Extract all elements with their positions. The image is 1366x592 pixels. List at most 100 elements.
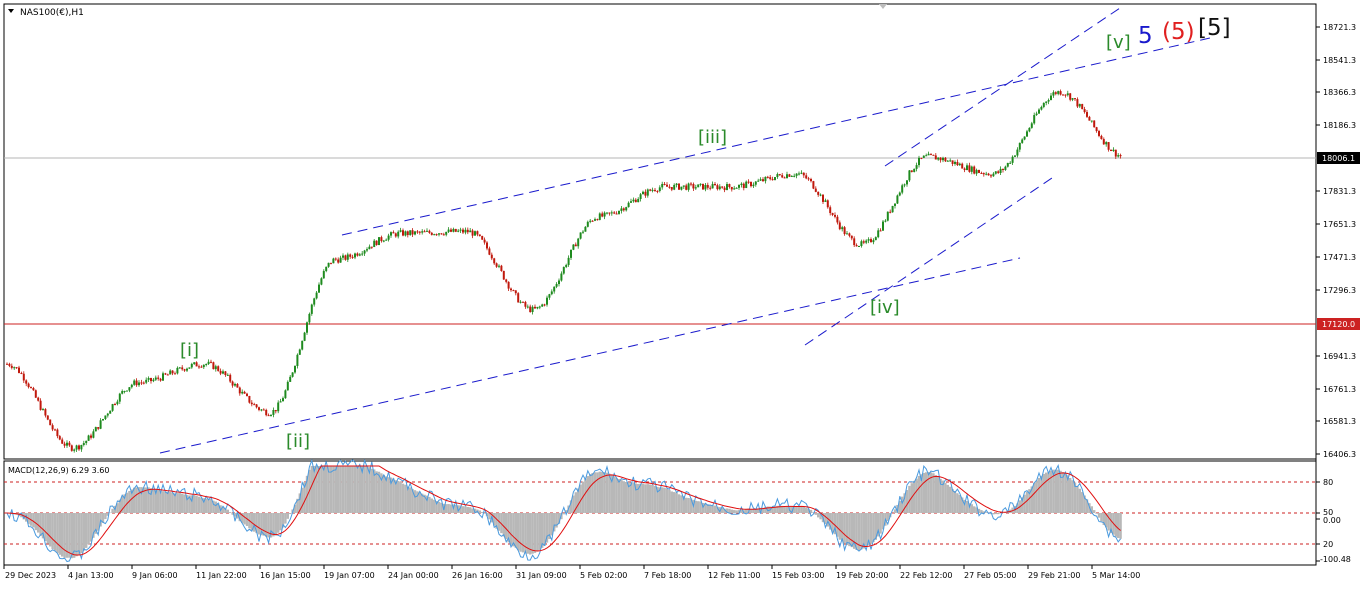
candle-body	[550, 291, 553, 295]
candle-body	[351, 256, 354, 258]
candle-body	[63, 443, 66, 446]
candle-body	[363, 250, 366, 254]
candle-body	[946, 160, 949, 162]
candle-body	[531, 306, 534, 313]
candle-body	[954, 161, 956, 164]
candle-body	[330, 262, 332, 264]
candle-body	[906, 180, 908, 185]
candle-body	[805, 175, 808, 179]
price-tick: 17831.3	[1316, 187, 1356, 196]
candle-body	[572, 244, 575, 250]
candle-body	[999, 168, 1002, 173]
candle-body	[327, 262, 330, 267]
candle-body	[594, 219, 596, 221]
candle-body	[279, 401, 282, 403]
candle-body	[776, 174, 779, 178]
candle-body	[680, 186, 683, 190]
candle-body	[1062, 94, 1064, 96]
candle-body	[747, 181, 750, 183]
candle-body	[795, 173, 798, 176]
candle-body	[870, 239, 872, 243]
candle-body	[975, 169, 978, 174]
candle-body	[159, 378, 162, 381]
candle-body	[325, 266, 328, 272]
candle-body	[745, 181, 748, 189]
candle-body	[289, 376, 292, 382]
candle-body	[958, 163, 961, 166]
time-tick: 4 Jan 13:00	[67, 565, 114, 580]
wave-label-5-blue: 5	[1138, 23, 1153, 49]
price-tick-label: 18721.3	[1323, 23, 1356, 32]
candle-body	[339, 257, 342, 263]
candle-body	[450, 229, 452, 232]
price-tick: 18186.3	[1316, 121, 1356, 130]
candle-body	[858, 246, 860, 248]
candle-body	[495, 263, 498, 267]
candle-body	[210, 361, 212, 363]
candle-body	[394, 233, 397, 237]
time-tick: 31 Jan 09:00	[515, 565, 567, 580]
macd-tick: 50	[1316, 508, 1333, 517]
candle-body	[944, 157, 947, 162]
candle-body	[524, 301, 527, 307]
candle-body	[1064, 94, 1067, 96]
candle-body	[663, 183, 666, 185]
candle-body	[500, 265, 503, 271]
candle-body	[819, 194, 822, 196]
candle-body	[788, 174, 791, 177]
time-tick-label: 26 Jan 16:00	[452, 571, 503, 580]
candle-body	[118, 393, 121, 402]
candle-body	[750, 181, 752, 187]
candle-body	[474, 231, 476, 236]
candle-body	[673, 184, 676, 190]
candle-body	[212, 362, 215, 370]
candle-body	[54, 429, 56, 431]
candle-body	[493, 258, 496, 264]
candle-body	[618, 210, 620, 214]
candle-body	[726, 184, 728, 191]
candle-body	[798, 173, 800, 175]
candle-body	[166, 374, 169, 376]
candle-body	[459, 229, 462, 231]
candle-body	[298, 349, 301, 355]
time-tick-label: 22 Feb 12:00	[900, 571, 952, 580]
candle-body	[133, 380, 136, 385]
candle-body	[27, 383, 30, 388]
price-tick-label: 17831.3	[1323, 187, 1356, 196]
candle-body	[207, 361, 210, 364]
candle-body	[606, 212, 608, 214]
candle-body	[426, 230, 428, 232]
candle-body	[709, 187, 712, 189]
candle-body	[810, 179, 812, 182]
candle-body	[1069, 93, 1072, 100]
candle-body	[34, 390, 37, 398]
candle-body	[78, 445, 80, 450]
candle-body	[1059, 91, 1062, 95]
candle-body	[178, 367, 181, 369]
candle-body	[702, 183, 704, 190]
time-tick: 16 Jan 15:00	[259, 565, 311, 580]
time-tick: 27 Feb 05:00	[963, 565, 1016, 580]
candle-body	[1018, 142, 1021, 150]
price-tick-label: 16941.3	[1323, 352, 1356, 361]
upper-channel-line	[341, 37, 1211, 236]
candle-body	[970, 166, 973, 172]
candle-body	[30, 387, 32, 389]
candle-body	[579, 232, 582, 239]
candle-body	[793, 175, 796, 177]
candle-body	[99, 420, 102, 429]
candle-body	[402, 230, 404, 236]
candle-body	[46, 415, 49, 420]
candle-body	[260, 409, 263, 411]
collapse-arrow-icon[interactable]	[8, 9, 14, 13]
wave-label-ii: [ii]	[286, 431, 310, 452]
candle-body	[908, 170, 911, 181]
candle-body	[920, 157, 923, 159]
candle-body	[387, 235, 390, 240]
candle-body	[630, 201, 632, 203]
candle-body	[1057, 91, 1060, 94]
shift-marker-icon[interactable]	[879, 4, 887, 9]
candle-body	[639, 194, 642, 199]
candle-body	[622, 208, 625, 211]
